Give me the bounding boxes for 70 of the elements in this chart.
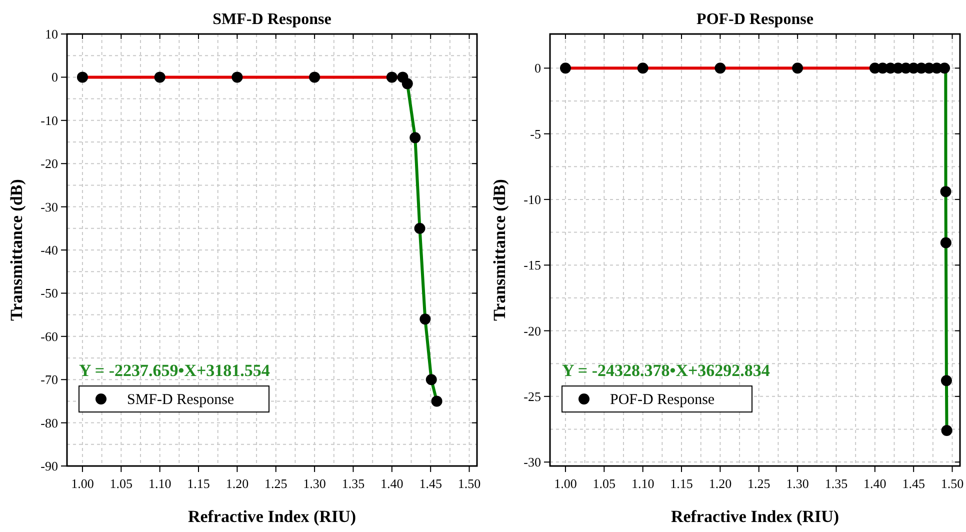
point [426, 374, 437, 386]
x-tick-label: 1.20 [226, 476, 249, 491]
x-tick-label: 1.50 [458, 476, 481, 491]
y-tick-label: -70 [40, 372, 58, 388]
point [420, 314, 431, 325]
point [232, 72, 243, 83]
point [402, 78, 413, 90]
x-tick-label: 1.30 [303, 476, 326, 491]
y-tick-label: -80 [40, 415, 58, 430]
point [431, 396, 442, 407]
point [714, 62, 726, 74]
x-tick-label: 1.15 [187, 476, 210, 491]
x-tick-label: 1.35 [342, 476, 365, 491]
y-tick-label: -60 [40, 328, 58, 344]
point [76, 72, 88, 83]
y-tick-label: -90 [40, 458, 58, 474]
point [309, 72, 320, 83]
x-tick-label: 1.05 [110, 476, 133, 491]
x-tick-label: 1.35 [824, 476, 848, 491]
y-tick-label: -10 [40, 112, 58, 128]
y-tick-label: -25 [524, 388, 541, 404]
point [940, 186, 952, 198]
point [940, 237, 952, 248]
x-axis-title: Refractive Index (RIU) [670, 507, 840, 526]
x-tick-label: 1.50 [940, 476, 964, 491]
point [941, 425, 952, 436]
x-tick-label: 1.20 [708, 476, 732, 491]
x-tick-label: 1.00 [554, 476, 577, 491]
point [792, 62, 804, 74]
y-tick-label: 0 [52, 70, 58, 85]
x-tick-label: 1.25 [264, 476, 288, 491]
x-tick-label: 1.10 [148, 476, 172, 491]
annotation: Y = -2237.659•X+3181.554 [79, 361, 270, 380]
y-tick-label: -40 [40, 242, 58, 258]
y-tick-label: -20 [524, 323, 541, 338]
point [560, 62, 571, 74]
point [939, 62, 950, 74]
annotation: Y = -24328.378•X+36292.834 [562, 361, 770, 380]
point [410, 132, 421, 144]
y-tick-label: -15 [524, 258, 541, 273]
y-tick-label: 10 [45, 26, 58, 42]
x-tick-label: 1.40 [864, 476, 886, 491]
point [637, 62, 648, 74]
point [940, 375, 952, 386]
chart-title: POF-D Response [696, 11, 814, 28]
legend-label: SMF-D Response [127, 392, 234, 408]
y-tick-label: -10 [524, 192, 541, 207]
point [414, 222, 426, 234]
x-axis-title: Refractive Index (RIU) [188, 507, 356, 526]
y-tick-label: -30 [524, 454, 541, 470]
chart-title: SMF-D Response [212, 11, 332, 28]
point [386, 72, 398, 83]
x-tick-label: 1.10 [631, 476, 654, 491]
x-tick-label: 1.40 [380, 476, 404, 491]
y-axis-title: Transmittance (dB) [490, 179, 509, 321]
x-tick-label: 1.05 [592, 476, 616, 491]
y-tick-label: -5 [530, 126, 541, 142]
y-tick-label: 0 [534, 60, 541, 76]
x-tick-label: 1.00 [71, 476, 94, 491]
y-tick-label: -20 [40, 156, 58, 172]
y-tick-label: -30 [40, 199, 58, 214]
point [154, 72, 166, 83]
y-axis-title: Transmittance (dB) [7, 179, 26, 321]
x-tick-label: 1.45 [419, 476, 442, 491]
x-tick-label: 1.15 [670, 476, 693, 491]
y-tick-label: -50 [40, 286, 58, 301]
legend-label: POF-D Response [610, 392, 715, 408]
x-tick-label: 1.25 [747, 476, 770, 491]
x-tick-label: 1.30 [786, 476, 809, 491]
x-tick-label: 1.45 [902, 476, 925, 491]
